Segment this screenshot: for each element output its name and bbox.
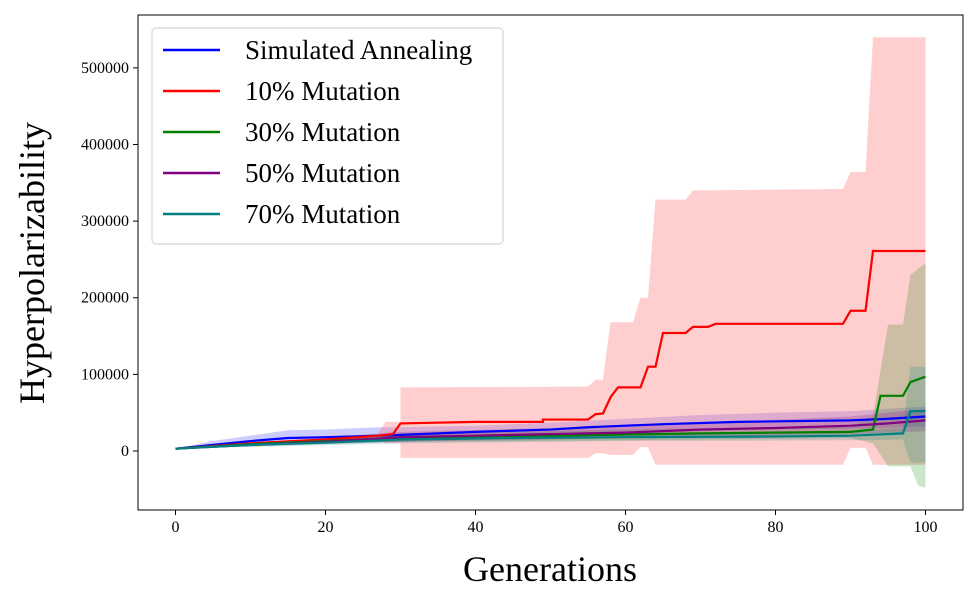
- x-tick-label: 80: [768, 519, 784, 536]
- x-tick-label: 20: [318, 519, 334, 536]
- y-tick-label: 400000: [81, 136, 129, 153]
- legend-entry: 10% Mutation: [245, 76, 401, 106]
- y-axis: 0 100000 200000 300000 400000 500000: [81, 60, 138, 460]
- x-tick-label: 0: [172, 519, 180, 536]
- x-tick-label: 60: [618, 519, 634, 536]
- x-axis-label: Generations: [463, 549, 637, 589]
- y-tick-label: 500000: [81, 60, 129, 77]
- legend: Simulated Annealing 10% Mutation 30% Mutat…: [151, 27, 504, 245]
- band-0: [175, 406, 926, 449]
- y-tick-label: 200000: [81, 290, 129, 307]
- y-axis-label: Hyperpolarizability: [12, 122, 52, 404]
- y-tick-label: 0: [121, 443, 129, 460]
- legend-box: [151, 27, 504, 245]
- legend-entry: 30% Mutation: [245, 117, 401, 147]
- x-tick-label: 40: [468, 519, 484, 536]
- x-tick-label: 100: [914, 519, 938, 536]
- legend-entry: 50% Mutation: [245, 158, 401, 188]
- series-line-4: [175, 410, 926, 450]
- band-2: [175, 263, 926, 488]
- legend-entry: Simulated Annealing: [245, 35, 472, 65]
- legend-entry: 70% Mutation: [245, 199, 401, 229]
- y-tick-label: 100000: [81, 366, 129, 383]
- plot-frame: [137, 14, 964, 511]
- band-1: [175, 37, 926, 465]
- x-axis: 0 20 40 60 80 100: [172, 510, 938, 536]
- series-line-1: [175, 249, 926, 450]
- series-line-0: [175, 415, 926, 450]
- y-tick-label: 300000: [81, 213, 129, 230]
- series-lines: [175, 249, 926, 450]
